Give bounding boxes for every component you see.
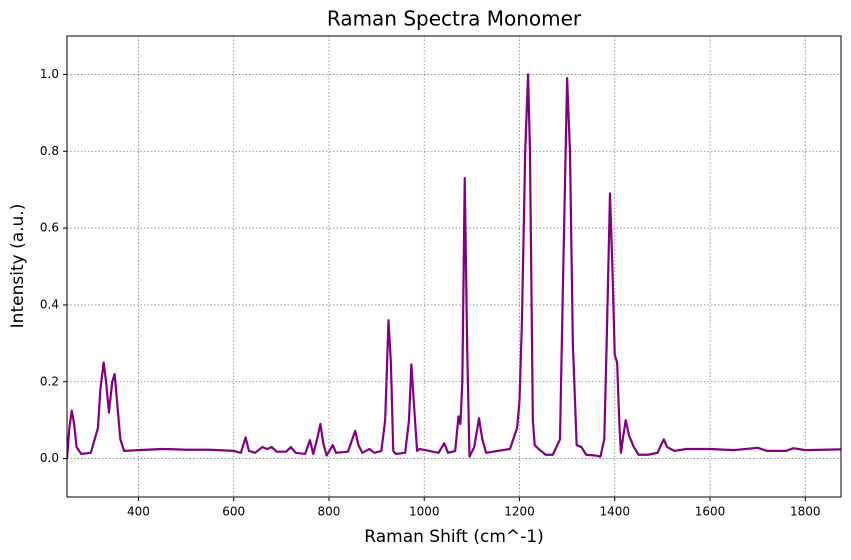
x-tick-label: 1000 xyxy=(409,505,440,519)
x-tick-label: 1600 xyxy=(695,505,726,519)
x-tick-label: 1400 xyxy=(599,505,630,519)
plot-frame xyxy=(66,35,842,498)
y-tick-label: 0.2 xyxy=(40,374,59,388)
x-tick-label: 800 xyxy=(318,505,341,519)
y-tick-label: 0.8 xyxy=(40,144,59,158)
y-tick-label: 0.0 xyxy=(40,451,59,465)
chart-title: Raman Spectra Monomer xyxy=(327,7,582,31)
x-tick-label: 1800 xyxy=(790,505,821,519)
y-tick-label: 0.4 xyxy=(40,297,59,311)
y-axis-label: Intensity (a.u.) xyxy=(8,204,28,329)
y-tick-label: 0.6 xyxy=(40,221,59,235)
x-axis-label: Raman Shift (cm^-1) xyxy=(364,527,543,547)
y-tick-label: 1.0 xyxy=(40,67,59,81)
x-tick-label: 600 xyxy=(222,505,245,519)
spectrum-line xyxy=(67,73,841,459)
x-tick-label: 400 xyxy=(127,505,150,519)
x-tick-label: 1200 xyxy=(504,505,535,519)
